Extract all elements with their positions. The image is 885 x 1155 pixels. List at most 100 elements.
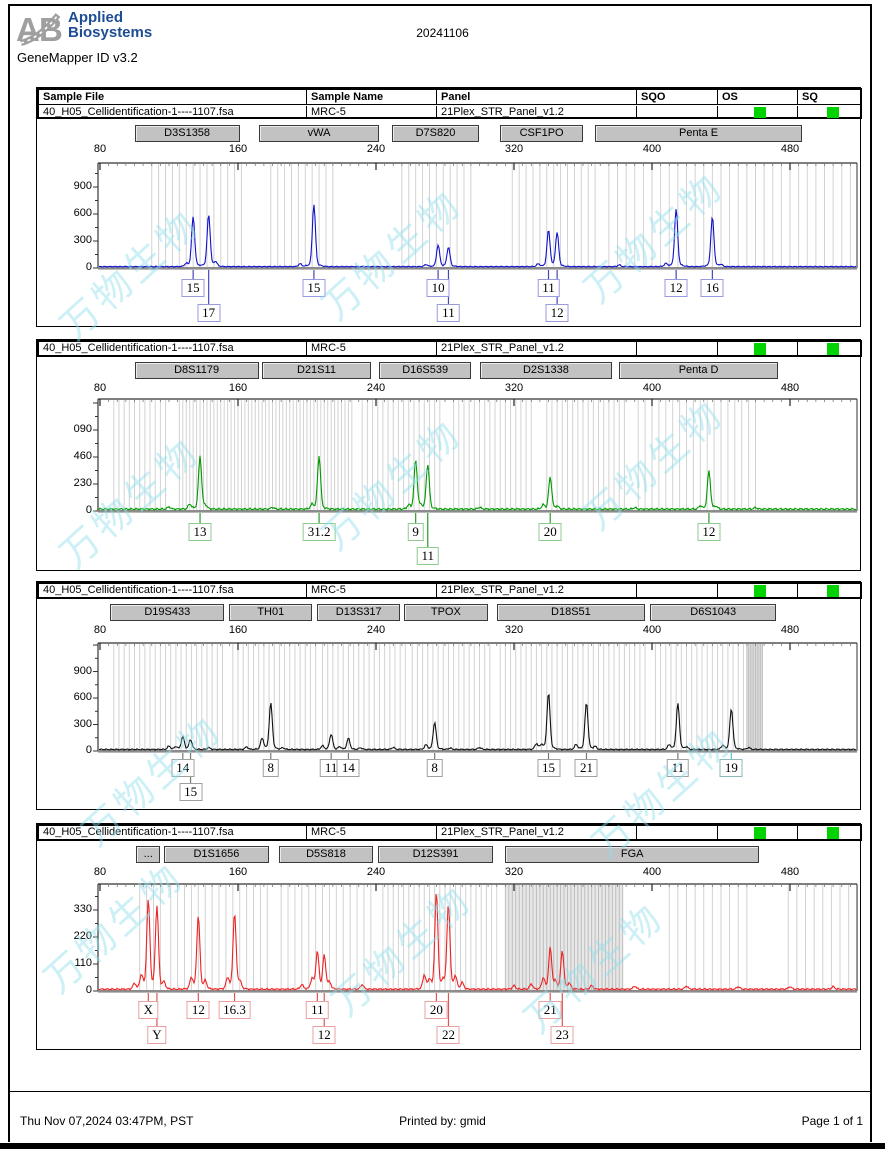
x-tick-label: 240 (366, 866, 386, 878)
y-tick-label: 090 (73, 422, 92, 435)
status-square-sq (827, 343, 839, 355)
marker-box-PentaE: Penta E (595, 125, 803, 142)
status-square-os (753, 827, 766, 839)
marker-box-D1S1656: D1S1656 (163, 846, 270, 863)
x-tick-label: 480 (780, 624, 800, 636)
y-tick-label: 0 (85, 984, 92, 996)
report-date: 20241106 (416, 26, 469, 40)
y-tick-label: 600 (73, 691, 92, 704)
table-header-cell: Panel (436, 90, 636, 104)
footer-page-number: Page 1 of 1 (801, 1114, 863, 1128)
marker-box-D13S317: D13S317 (317, 604, 401, 621)
applied-biosystems-logo: A B Applied Biosystems (16, 10, 152, 48)
y-tick-label: 330 (73, 902, 92, 915)
x-tick-label: 80 (93, 866, 107, 878)
x-tick-label: 320 (504, 382, 524, 394)
status-square-sq (827, 107, 839, 118)
allele-label-16.3: 16.3 (218, 1001, 251, 1019)
y-tick-label: 230 (73, 476, 92, 489)
allele-label-8: 8 (262, 759, 280, 777)
footer-divider (8, 1091, 870, 1092)
marker-box-D2S1338: D2S1338 (479, 362, 613, 379)
table-cell (797, 584, 864, 597)
x-tick-label: 400 (642, 382, 662, 394)
allele-label-11: 11 (537, 279, 560, 297)
marker-box-FGA: FGA (505, 846, 759, 863)
allele-label-12: 12 (545, 304, 569, 322)
table-cell (797, 106, 864, 118)
allele-label-16: 16 (700, 279, 724, 297)
allele-label-21: 21 (538, 1001, 562, 1019)
allele-label-13: 13 (188, 523, 212, 541)
status-square-os (753, 585, 766, 597)
marker-box-PentaD: Penta D (619, 362, 778, 379)
table-cell (636, 106, 717, 118)
y-tick-label: 110 (74, 956, 92, 969)
y-tick-label: 0 (85, 261, 92, 273)
allele-label-12: 12 (312, 1026, 336, 1044)
page-border (8, 4, 872, 1142)
table-cell (717, 106, 797, 118)
footer-printed-by: Printed by: gmid (399, 1114, 486, 1128)
sample-info-table: 40_H05_Cellidentification-1----1107.fsa M… (37, 824, 862, 841)
table-cell (797, 826, 864, 839)
table-cell: MRC-5 (306, 826, 436, 839)
marker-box-TPOX: TPOX (403, 604, 489, 621)
marker-box-: ... (136, 846, 161, 863)
x-tick-label: 320 (504, 143, 524, 155)
blue-dye-electropherogram-plot (93, 162, 858, 306)
table-cell: MRC-5 (306, 106, 436, 118)
allele-label-15: 15 (302, 279, 326, 297)
y-tick-label: 0 (85, 504, 92, 516)
allele-label-11: 11 (306, 1001, 329, 1019)
electropherogram-panel: 40_H05_Cellidentification-1----1107.fsa M… (36, 581, 864, 810)
sample-info-table: Sample File Sample Name Panel SQO OS SQ 40_H05… (37, 88, 862, 119)
x-tick-label: 240 (366, 143, 386, 155)
x-tick-label: 240 (366, 624, 386, 636)
x-tick-label: 320 (504, 624, 524, 636)
table-cell (636, 826, 717, 839)
y-tick-label: 300 (73, 234, 92, 246)
x-tick-label: 160 (228, 143, 248, 155)
x-tick-label: 80 (93, 143, 107, 155)
x-tick-label: 400 (642, 143, 662, 155)
electropherogram-panel: 40_H05_Cellidentification-1----1107.fsa M… (36, 823, 862, 1050)
x-tick-label: 480 (780, 382, 800, 394)
table-cell: MRC-5 (306, 584, 436, 597)
status-square-os (753, 343, 766, 355)
allele-label-15: 15 (181, 279, 205, 297)
ab-helix-logo-icon: A B (16, 11, 63, 48)
sample-info-table: 40_H05_Cellidentification-1----1107.fsa M… (37, 340, 862, 357)
marker-box-D5S818: D5S818 (279, 846, 373, 863)
table-cell (717, 826, 797, 839)
allele-label-9: 9 (407, 523, 424, 541)
table-cell: 40_H05_Cellidentification-1----1107.fsa (43, 106, 234, 118)
table-header-cell: Sample Name (306, 90, 436, 104)
marker-box-TH01: TH01 (229, 604, 313, 621)
black-dye-electropherogram-plot (93, 642, 858, 785)
x-tick-label: 80 (93, 382, 107, 394)
allele-label-23: 23 (550, 1026, 574, 1044)
green-dye-electropherogram-plot (93, 398, 858, 549)
table-header-cell: Sample File (43, 91, 105, 103)
x-tick-label: 80 (93, 624, 107, 636)
allele-label-15: 15 (179, 783, 203, 801)
y-tick-label: 300 (73, 717, 92, 730)
table-cell (717, 342, 797, 355)
allele-label-X: X (138, 1001, 158, 1019)
allele-label-31.2: 31.2 (302, 523, 336, 541)
table-cell: 21Plex_STR_Panel_v1.2 (436, 826, 636, 839)
table-cell: MRC-5 (306, 342, 436, 355)
table-header-cell: OS (717, 90, 797, 104)
marker-box-D18S51: D18S51 (496, 604, 646, 621)
marker-box-CSF1PO: CSF1PO (500, 125, 583, 142)
table-cell: 40_H05_Cellidentification-1----1107.fsa (43, 342, 234, 354)
table-row-divider (39, 104, 860, 105)
logo-wordmark: Applied Biosystems (68, 10, 152, 48)
x-tick-label: 160 (228, 624, 248, 636)
table-cell (797, 342, 864, 355)
marker-box-D19S433: D19S433 (110, 604, 225, 621)
allele-label-12: 12 (697, 523, 721, 541)
x-tick-label: 480 (780, 143, 800, 155)
allele-label-19: 19 (719, 759, 743, 777)
